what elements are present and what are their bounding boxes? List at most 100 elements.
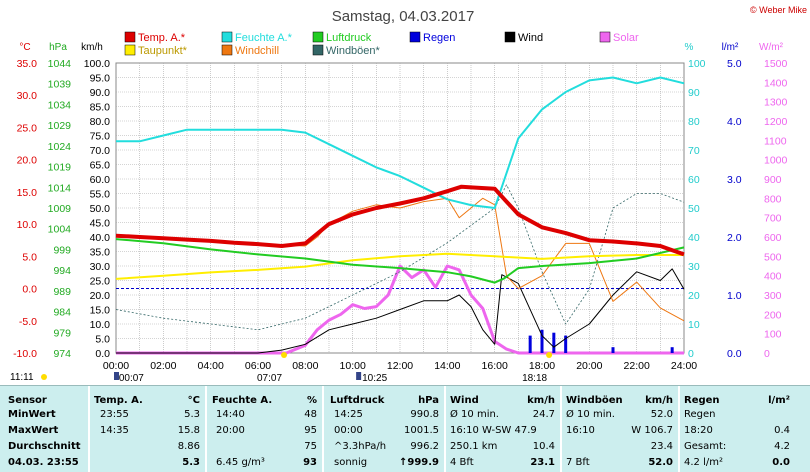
windchill-line — [115, 197, 685, 322]
rain-bar — [540, 329, 544, 353]
x-tick-label: 06:00 — [245, 360, 271, 372]
x-tick-label: 22:00 — [624, 360, 650, 372]
divider — [678, 386, 680, 472]
legend-label: Temp. A.* — [138, 32, 186, 44]
stats-row-label: MinWert — [8, 409, 56, 420]
temp-tick-label: -10.0 — [13, 348, 37, 360]
humidity-tick-label: 50 — [688, 203, 700, 215]
temp-tick-label: -5.0 — [19, 316, 37, 328]
stats-header-humidity-unit: % — [306, 395, 317, 406]
stats-gust-value: W 106.7 — [631, 425, 673, 436]
humidity-tick-label: 40 — [688, 232, 700, 244]
x-tick-label: 02:00 — [150, 360, 176, 372]
stats-header-pressure: Luftdruck — [330, 395, 385, 406]
legend-swatch — [504, 31, 516, 43]
x-tick-label: 20:00 — [576, 360, 602, 372]
stats-panel: Sensor Temp. A. °C Feuchte A.% Luftdruck hPa W… — [0, 385, 810, 472]
x-tick-label: 10:00 — [340, 360, 366, 372]
temperature-line — [115, 184, 685, 257]
legend-label: Solar — [613, 32, 639, 44]
wind-tick-label: 45.0 — [90, 218, 111, 230]
x-tick-label: 16:00 — [482, 360, 508, 372]
solar-line — [116, 264, 684, 355]
stats-header-gust-unit: km/h — [645, 395, 673, 406]
time-marker-label: 11:11 — [10, 372, 34, 383]
stats-temp-value: 5.3 — [184, 409, 200, 420]
stats-humidity-value: 48 — [304, 409, 317, 420]
stats-rain-value: 0.0 — [772, 457, 790, 468]
humidity-tick-label: 80 — [688, 116, 700, 128]
solar-tick-label: 0 — [764, 348, 770, 360]
stats-rain-label: 4.2 l/m² — [684, 457, 723, 468]
wind-tick-label: 75.0 — [90, 131, 111, 143]
rain-tick-label: 2.0 — [727, 232, 742, 244]
rain-bar — [670, 347, 674, 353]
stats-header-wind-unit: km/h — [527, 395, 555, 406]
wind-tick-label: 55.0 — [90, 189, 111, 201]
x-tick-label: 12:00 — [387, 360, 413, 372]
stats-rain-label: 18:20 — [684, 425, 713, 436]
rain-bar — [528, 335, 532, 353]
x-tick-label: 18:00 — [529, 360, 555, 372]
humidity-tick-label: 90 — [688, 87, 700, 99]
time-marker-label: 10:25 — [362, 373, 387, 384]
pressure-line — [115, 238, 685, 284]
rain-bar — [564, 335, 568, 353]
solar-tick-label: 700 — [764, 213, 782, 225]
time-marker-label: 07:07 — [257, 373, 282, 384]
stats-humidity-time: 20:00 — [216, 425, 245, 436]
pressure-tick-label: 994 — [53, 265, 71, 277]
axis-unit-label: °C — [19, 42, 30, 53]
stats-temp-value: 15.8 — [177, 425, 200, 436]
moonrise-icon — [114, 372, 119, 380]
axis-units: °C hPa km/h% l/m² W/m² — [19, 42, 783, 53]
legend-label: Regen — [423, 32, 455, 44]
stats-humidity-time: 6.45 g/m³ — [216, 457, 265, 468]
pressure-tick-label: 1044 — [48, 58, 72, 70]
stats-gust-label: Ø 10 min. — [566, 409, 615, 420]
stats-rain-label: Regen — [684, 409, 716, 420]
stats-temp-value: 8.86 — [177, 441, 200, 452]
wind-tick-label: 95.0 — [90, 73, 111, 85]
solar-tick-label: 500 — [764, 251, 782, 263]
stats-header-wind: Wind — [450, 395, 479, 406]
wind-tick-label: 20.0 — [90, 290, 111, 302]
wind-tick-label: 85.0 — [90, 102, 111, 114]
solar-tick-label: 1400 — [764, 77, 788, 89]
temp-tick-label: 0.0 — [22, 284, 37, 296]
legend-label: Feuchte A.* — [235, 32, 293, 44]
chart-title: Samstag, 04.03.2017 — [332, 8, 475, 25]
solar-tick-label: 100 — [764, 329, 782, 341]
stats-pressure-value: 1001.5 — [404, 425, 439, 436]
axis-unit-label: l/m² — [722, 42, 739, 53]
x-tick-label: 04:00 — [198, 360, 224, 372]
rain-tick-label: 1.0 — [727, 290, 742, 302]
stats-wind-value: 24.7 — [532, 409, 555, 420]
rain-tick-label: 0.0 — [727, 348, 742, 360]
wind-tick-label: 70.0 — [90, 145, 111, 157]
solar-tick-label: 600 — [764, 232, 782, 244]
wind-tick-label: 65.0 — [90, 160, 111, 172]
stats-pressure-time: ^3.3hPa/h — [334, 441, 387, 452]
solar-tick-label: 1100 — [764, 135, 787, 147]
temp-tick-label: 20.0 — [17, 155, 38, 167]
legend-swatch — [221, 31, 233, 43]
stats-gust-value: 23.4 — [650, 441, 673, 452]
stats-pressure-time: 00:00 — [334, 425, 363, 436]
stats-pressure-time: sonnig — [334, 457, 368, 468]
legend-label: Wind — [518, 32, 543, 44]
legend-label: Windböen* — [326, 45, 381, 57]
pressure-tick-label: 1004 — [48, 224, 72, 236]
gust-line — [115, 184, 685, 331]
stats-rain-value: 0.4 — [774, 425, 790, 436]
stats-temp-value: 5.3 — [182, 457, 200, 468]
stats-rain-value: 4.2 — [774, 441, 790, 452]
divider — [88, 386, 90, 472]
rain-tick-label: 4.0 — [727, 116, 742, 128]
legend-label: Windchill — [235, 45, 279, 57]
divider — [444, 386, 446, 472]
stats-header-rain-unit: l/m² — [768, 395, 790, 406]
solar-tick-label: 900 — [764, 174, 782, 186]
solar-tick-label: 400 — [764, 271, 782, 283]
legend-swatch — [312, 44, 324, 56]
